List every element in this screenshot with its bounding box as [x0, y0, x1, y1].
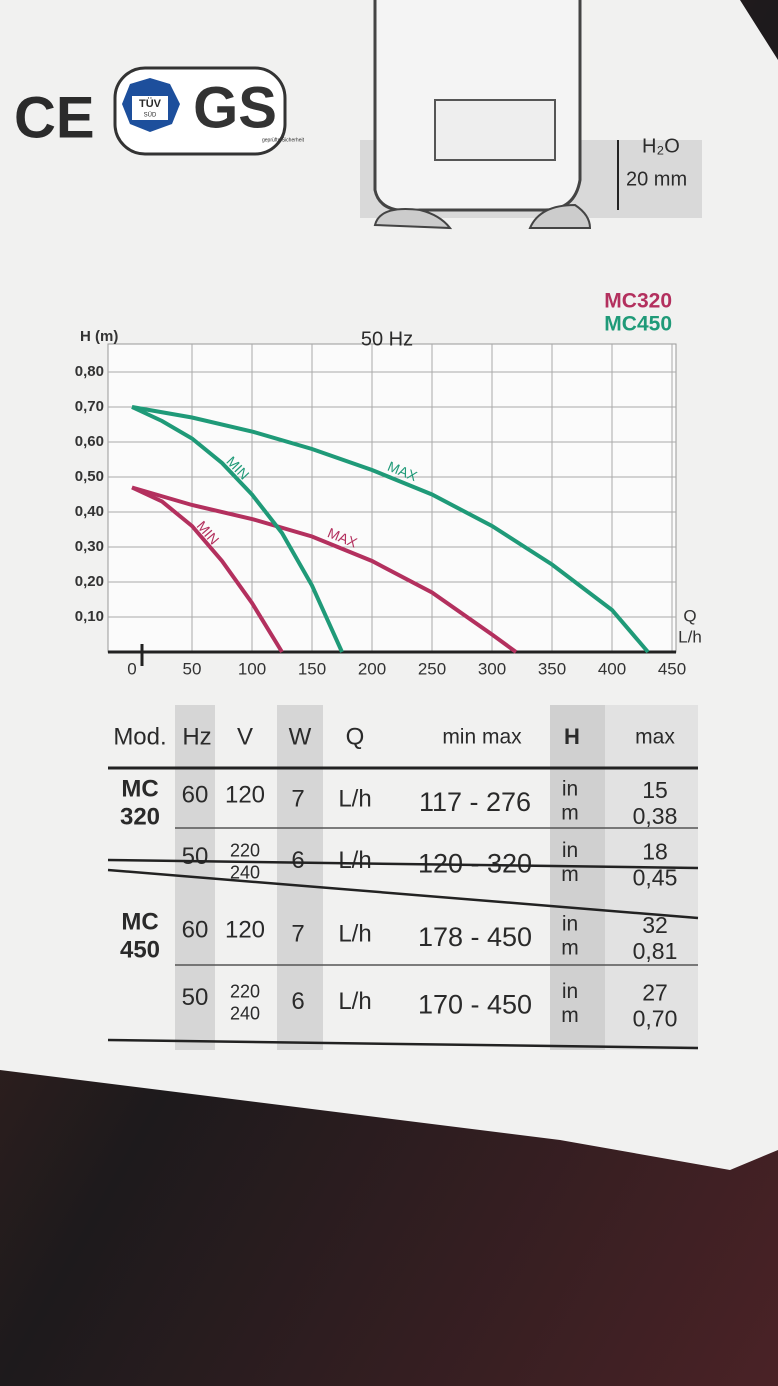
x-tick-label: 350	[538, 659, 566, 678]
model: MC	[121, 908, 158, 935]
cell: in	[562, 980, 578, 1003]
header-cell: H	[564, 724, 580, 749]
depth: 20 mm	[626, 168, 687, 190]
cell: 50	[182, 843, 209, 870]
header-cell: Q	[346, 723, 365, 750]
cell: 7	[291, 920, 304, 947]
column-shade	[605, 705, 698, 1050]
cell: 50	[182, 984, 209, 1011]
ce-logo: CE	[14, 85, 95, 150]
legend-entry: MC320	[604, 290, 672, 313]
cell: 7	[291, 785, 304, 812]
x-tick-label: 100	[238, 659, 266, 678]
cell: m	[561, 802, 579, 825]
x-tick-label: 150	[298, 659, 326, 678]
tuv-sub: SÜD	[144, 112, 157, 119]
x-tick-label: 450	[658, 659, 686, 678]
cell: 0,38	[633, 803, 678, 829]
cell: L/h	[338, 785, 371, 812]
y-tick-label: 0,20	[75, 573, 104, 590]
plot-area	[107, 343, 677, 653]
cell: L/h	[338, 847, 371, 874]
cell: 0,45	[633, 865, 678, 891]
legend-entry: MC450	[604, 313, 672, 336]
group-rule	[107, 868, 699, 920]
group-rule	[107, 1038, 699, 1050]
cell: L/h	[338, 920, 371, 947]
cell: 0,81	[633, 938, 678, 964]
chart-title: 50 Hz	[361, 328, 413, 350]
pump-feet	[373, 203, 592, 230]
gs-sub: geprüfte Sicherheit	[262, 137, 305, 143]
x-label: Q	[683, 606, 696, 625]
header-cell: min max	[442, 726, 522, 749]
pump-grid	[434, 99, 556, 161]
tuv-box	[132, 96, 168, 120]
cell: 18	[642, 839, 668, 865]
cell: m	[561, 937, 579, 960]
header-cell: max	[635, 726, 675, 749]
model: 450	[120, 936, 160, 963]
x-tick-label: 50	[183, 659, 202, 678]
cell: 27	[642, 980, 668, 1006]
chart: 0,10 0,20 0,30 0,40 0,50 0,60 0,70 0,80 0 50 100 15…	[75, 290, 702, 679]
y-tick-label: 0,60	[75, 433, 104, 450]
cell: in	[562, 839, 578, 862]
cell: 120	[225, 916, 265, 943]
cell: 60	[182, 781, 209, 808]
cell: 0,70	[633, 1006, 678, 1032]
cell: 178 - 450	[418, 922, 532, 952]
cell: 60	[182, 916, 209, 943]
curve	[131, 485, 518, 654]
y-tick-label: 0,70	[75, 398, 104, 415]
group-rule	[107, 858, 699, 870]
cell: 240	[230, 1003, 260, 1023]
cell: 6	[291, 988, 304, 1015]
cell: 170 - 450	[418, 990, 532, 1020]
column-shade	[277, 705, 323, 1050]
cell: 117 - 276	[419, 787, 531, 817]
x-tick-label: 300	[478, 659, 506, 678]
cell: 15	[642, 777, 668, 803]
y-tick-label: 0,10	[75, 608, 104, 625]
y-tick-label: 0,40	[75, 503, 104, 520]
curve	[131, 405, 650, 654]
cell: 6	[291, 847, 304, 874]
curve	[131, 485, 284, 654]
x-tick-label: 250	[418, 659, 446, 678]
x-tick-label: 0	[127, 659, 136, 678]
cell: in	[562, 778, 578, 801]
tuv: TÜV	[139, 97, 162, 110]
column-shade	[550, 705, 605, 1050]
header-cell: V	[237, 723, 253, 750]
x-tick-label: 400	[598, 659, 626, 678]
cell: m	[561, 1004, 579, 1027]
header-cell: W	[289, 723, 312, 750]
header-cell: Hz	[182, 723, 211, 750]
x-unit: L/h	[678, 627, 702, 646]
liquid: H₂O	[642, 135, 680, 157]
cell: m	[561, 863, 579, 886]
cell: 240	[230, 862, 260, 882]
gs-logo: GS	[193, 75, 277, 140]
cell: 220	[230, 981, 260, 1001]
cell: in	[562, 913, 578, 936]
curve	[131, 405, 344, 653]
y-tick-label: 0,80	[75, 363, 104, 380]
model: MC	[121, 775, 158, 802]
y-tick-label: 0,30	[75, 538, 104, 555]
cell: L/h	[338, 988, 371, 1015]
cell: 220	[230, 840, 260, 860]
y-tick-label: 0,50	[75, 468, 104, 485]
model: 320	[120, 803, 160, 830]
y-label: H (m)	[80, 328, 118, 345]
cell: 120	[225, 781, 265, 808]
cell: 32	[642, 912, 668, 938]
header-cell: Mod.	[113, 723, 166, 750]
x-tick-label: 200	[358, 659, 386, 678]
